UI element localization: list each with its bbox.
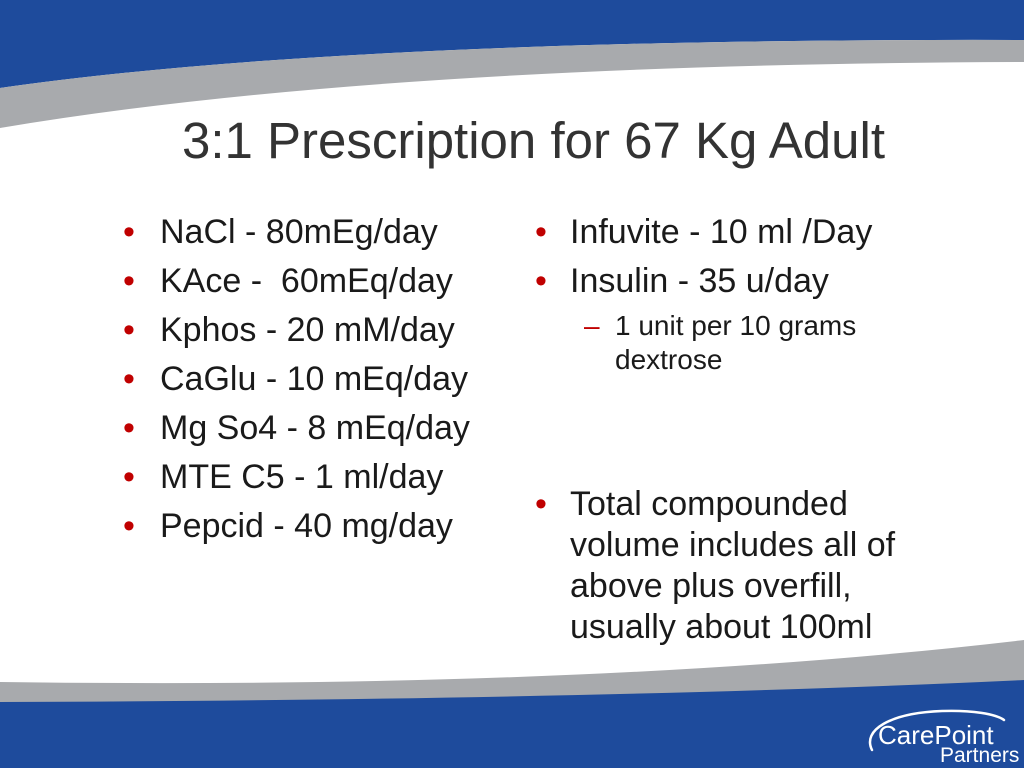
bullet-text: Pepcid - 40 mg/day [160,507,453,545]
top-blue-band [0,0,1024,88]
bullet-marker: • [123,213,135,251]
bullet-body: Infuvite - 10 ml /Day [570,212,916,253]
bullet-body: Insulin - 35 u/day – 1 unit per 10 grams… [570,261,916,377]
bottom-blue-band [0,680,1024,768]
bullet-item: • CaGlu - 10 mEq/day [123,359,503,400]
bullet-text: Total compounded volume includes all of … [570,485,896,646]
bullet-marker: • [535,213,547,251]
logo-text-partners: Partners [940,744,1019,767]
bullet-item: • Total compounded volume includes all o… [535,484,916,648]
bullet-item: • Infuvite - 10 ml /Day [535,212,916,253]
bullet-item: • Kphos - 20 mM/day [123,310,503,351]
bullet-item: • Mg So4 - 8 mEq/day [123,408,503,449]
bullet-text: Infuvite - 10 ml /Day [570,213,873,251]
bullet-marker: • [535,485,547,523]
bullet-item: • MTE C5 - 1 ml/day [123,457,503,498]
bullet-item: • KAce - 60mEq/day [123,261,503,302]
logo-swoosh [868,709,1006,752]
bullet-marker: • [123,360,135,398]
bullet-text: Mg So4 - 8 mEq/day [160,409,470,447]
left-bullet-list: • NaCl - 80mEg/day • KAce - 60mEq/day • … [123,212,503,547]
bullet-text: KAce - 60mEq/day [160,262,453,300]
bullet-item: • Insulin - 35 u/day – 1 unit per 10 gra… [535,261,916,377]
bullet-item: • Pepcid - 40 mg/day [123,506,503,547]
bullet-marker: • [123,409,135,447]
carepoint-logo: CarePoint Partners [868,709,1019,767]
sub-bullet-text: 1 unit per 10 grams dextrose [615,310,857,375]
bullet-body: Total compounded volume includes all of … [570,484,916,648]
top-grey-swoosh [0,39,1024,128]
bullet-marker: • [123,311,135,349]
sub-bullet-marker: – [584,310,600,341]
sub-bullet-list: – 1 unit per 10 grams dextrose [570,309,916,377]
bullet-marker: • [123,507,135,545]
bullet-marker: • [535,262,547,300]
slide-title: 3:1 Prescription for 67 Kg Adult [181,112,886,169]
logo-text-carepoint: CarePoint [878,720,994,750]
bullet-text: Kphos - 20 mM/day [160,311,455,349]
sub-bullet-item: – 1 unit per 10 grams dextrose [584,309,916,377]
bullet-text: NaCl - 80mEg/day [160,213,438,251]
bullet-text: Insulin - 35 u/day [570,262,829,300]
bullet-text: CaGlu - 10 mEq/day [160,360,469,398]
bullet-marker: • [123,262,135,300]
bullet-item: • NaCl - 80mEg/day [123,212,503,253]
right-bullet-list: • Infuvite - 10 ml /Day • Insulin - 35 u… [535,212,916,648]
bullet-marker: • [123,458,135,496]
bullet-text: MTE C5 - 1 ml/day [160,458,444,496]
